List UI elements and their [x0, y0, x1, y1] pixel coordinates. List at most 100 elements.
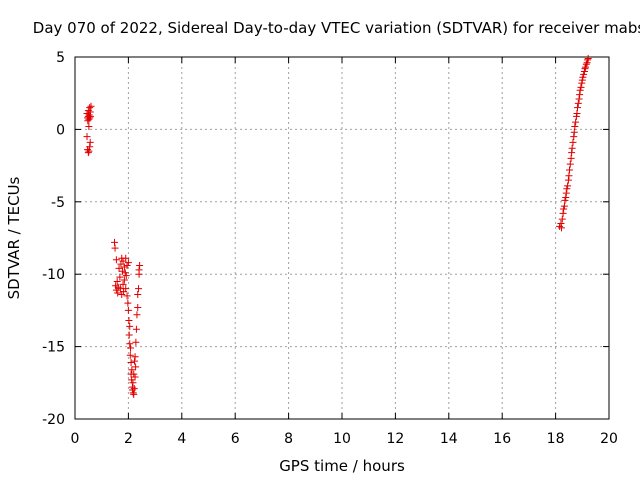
data-point — [115, 264, 123, 272]
data-point — [559, 209, 567, 217]
data-point — [563, 185, 571, 193]
data-point — [557, 224, 565, 232]
data-point — [125, 331, 133, 339]
data-point — [127, 359, 135, 367]
y-tick-labels: -20 -15 -10 -5 0 5 — [42, 50, 65, 428]
y-tick-label: -15 — [42, 340, 65, 356]
x-tick-label: 10 — [333, 431, 351, 447]
data-point — [123, 262, 131, 270]
data-point — [578, 79, 586, 87]
x-tick-label: 12 — [386, 431, 404, 447]
y-tick-label: 5 — [56, 50, 65, 66]
chart-title: Day 070 of 2022, Sidereal Day-to-day VTE… — [33, 19, 640, 37]
x-tick-label: 18 — [547, 431, 565, 447]
data-point — [582, 60, 590, 68]
data-point — [132, 325, 140, 333]
data-point — [583, 59, 591, 67]
data-point — [577, 83, 585, 91]
data-points — [83, 54, 592, 398]
y-tick-label: 0 — [56, 122, 65, 138]
x-tick-label: 14 — [440, 431, 458, 447]
data-point — [128, 376, 136, 384]
data-point — [570, 133, 578, 141]
data-point — [131, 357, 139, 365]
data-point — [568, 144, 576, 152]
data-point — [129, 379, 137, 387]
y-tick-label: -10 — [42, 267, 65, 283]
data-point — [112, 256, 120, 264]
data-point — [134, 290, 142, 298]
data-point — [86, 143, 94, 151]
data-point — [116, 273, 124, 281]
data-point — [574, 99, 582, 107]
y-axis-label: SDTVAR / TECUs — [5, 176, 23, 299]
data-point — [87, 102, 95, 110]
data-point — [130, 390, 138, 398]
x-tick-label: 20 — [600, 431, 618, 447]
data-point — [580, 67, 588, 75]
data-point — [560, 205, 568, 213]
data-point — [131, 353, 139, 361]
data-point — [570, 128, 578, 136]
y-tick-label: -5 — [51, 195, 65, 211]
data-point — [571, 123, 579, 131]
data-point — [120, 276, 128, 284]
data-point — [132, 338, 140, 346]
data-point — [564, 182, 572, 190]
data-point — [133, 311, 141, 319]
x-tick-label: 4 — [177, 431, 186, 447]
data-point — [584, 54, 592, 62]
data-point — [85, 147, 93, 155]
data-point — [111, 238, 119, 246]
x-tick-label: 6 — [231, 431, 240, 447]
data-point — [131, 373, 139, 381]
data-point — [565, 166, 573, 174]
data-point — [124, 299, 132, 307]
x-tick-label: 8 — [284, 431, 293, 447]
data-point — [562, 189, 570, 197]
data-point — [86, 114, 94, 122]
data-point — [135, 285, 143, 293]
data-point — [121, 269, 129, 277]
data-point — [122, 285, 130, 293]
data-point — [135, 266, 143, 274]
data-point — [128, 366, 136, 374]
data-point — [562, 193, 570, 201]
data-point — [136, 262, 144, 270]
grid-lines — [75, 57, 609, 419]
data-point — [84, 149, 92, 157]
data-point — [123, 292, 131, 300]
data-point — [566, 160, 574, 168]
data-point — [578, 76, 586, 84]
data-point — [130, 385, 138, 393]
data-point — [560, 202, 568, 210]
data-point — [580, 70, 588, 78]
data-point — [126, 322, 134, 330]
data-point — [129, 389, 137, 397]
data-point — [122, 272, 130, 280]
data-point — [130, 370, 138, 378]
x-tick-label: 0 — [71, 431, 80, 447]
data-point — [557, 220, 565, 228]
data-point — [572, 112, 580, 120]
data-point — [564, 176, 572, 184]
data-point — [111, 244, 119, 252]
data-point — [561, 196, 569, 204]
data-point — [114, 289, 122, 297]
data-point — [568, 149, 576, 157]
data-point — [576, 91, 584, 99]
plot-frame — [74, 56, 610, 420]
data-point — [584, 56, 592, 64]
x-tick-labels: 0 2 4 6 8 10 12 14 16 18 20 — [71, 431, 618, 447]
data-point — [573, 104, 581, 112]
data-point — [119, 280, 127, 288]
data-point — [126, 351, 134, 359]
data-point — [126, 340, 134, 348]
data-point — [134, 304, 142, 312]
data-point — [576, 86, 584, 94]
data-point — [558, 215, 566, 223]
data-point — [581, 65, 589, 73]
data-point — [125, 317, 133, 325]
data-point — [85, 123, 93, 131]
